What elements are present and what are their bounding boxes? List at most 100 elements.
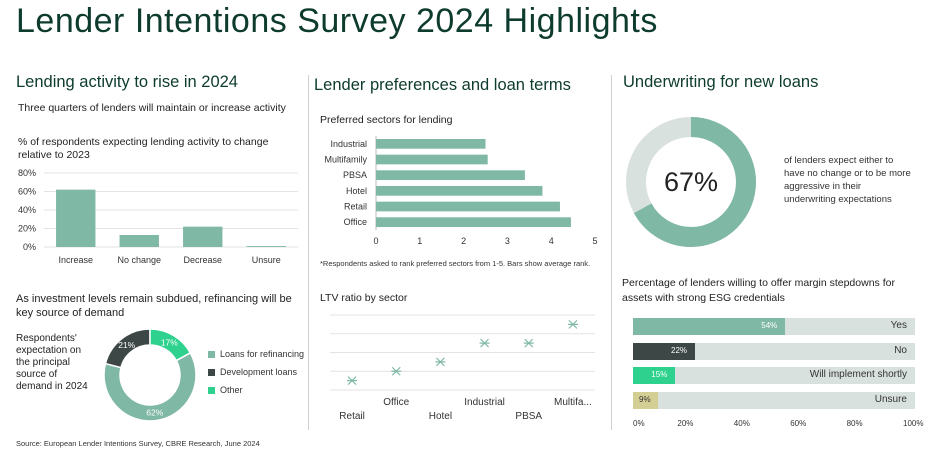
sector-category-label: Multifamily [324, 155, 367, 165]
demand-legend: Loans for refinancing Development loans … [208, 345, 304, 399]
sector-category-label: Retail [344, 202, 367, 212]
esg-bar-value: 22% [671, 345, 688, 355]
ltv-category-label: Office [383, 397, 409, 408]
legend-label-other: Other [220, 385, 243, 395]
legend-swatch-refinancing [208, 350, 215, 358]
sector-bar [376, 185, 543, 196]
sector-chart-title: Preferred sectors for lending [320, 114, 453, 126]
esg-bar-value: 54% [761, 321, 778, 330]
sector-xtick: 1 [417, 236, 422, 246]
section2-heading: Lender preferences and loan terms [314, 76, 571, 94]
underwriting-donut-arc [626, 117, 756, 247]
sector-category-label: Office [344, 217, 367, 227]
esg-xtick: 60% [790, 419, 807, 428]
esg-xtick: 20% [677, 419, 694, 428]
demand-slice [149, 328, 192, 362]
ltv-point [347, 376, 358, 386]
demand-donut-chart: 62% 21% 17% [103, 328, 197, 422]
activity-bar [183, 226, 223, 247]
esg-xtick: 100% [903, 419, 924, 428]
sector-footnote: *Respondents asked to rank preferred sec… [320, 259, 591, 268]
sector-xtick: 5 [592, 236, 597, 246]
divider-right [611, 75, 612, 430]
activity-ytick: 20% [18, 224, 36, 234]
ltv-point [567, 319, 578, 329]
activity-ytick: 60% [18, 187, 36, 197]
legend-swatch-development [208, 368, 215, 376]
section1-heading: Lending activity to rise in 2024 [16, 73, 238, 91]
legend-label-development: Development loans [220, 367, 298, 377]
esg-bar-row: 15% Will implement shortly [633, 367, 915, 384]
activity-category-label: Decrease [183, 255, 222, 265]
esg-bar-value: 9% [639, 394, 651, 404]
esg-xtick: 80% [846, 419, 863, 428]
ltv-point [479, 338, 490, 348]
sector-bar-chart: Industrial Multifamily PBSA Hotel Retail Offi… [324, 136, 598, 246]
ltv-category-label: Hotel [429, 411, 452, 422]
ltv-category-label: Multifa... [554, 397, 592, 408]
esg-xtick: 0% [633, 419, 645, 428]
sector-xtick: 2 [461, 236, 466, 246]
esg-xtick: 40% [733, 419, 750, 428]
activity-bar-chart: 0% 20% 40% 60% 80% Increase No change Decrease… [18, 168, 298, 265]
activity-bar [56, 189, 96, 247]
underwriting-pct: 67% [664, 167, 718, 197]
sector-bar [376, 138, 486, 149]
sector-category-label: Industrial [330, 139, 367, 149]
sector-bar [376, 201, 560, 212]
legend-item-development: Development loans [208, 363, 304, 381]
ltv-point [523, 338, 534, 348]
activity-category-label: Increase [58, 255, 93, 265]
section3-heading: Underwriting for new loans [623, 73, 819, 91]
activity-bar [246, 246, 286, 247]
activity-ytick: 80% [18, 168, 36, 178]
sector-xtick: 3 [505, 236, 510, 246]
underwriting-donut: 67% [626, 117, 756, 247]
sector-category-label: Hotel [346, 186, 367, 196]
activity-chart-label: % of respondents expecting lending activ… [18, 136, 269, 161]
ltv-category-label: PBSA [515, 411, 542, 422]
esg-bar-fill [633, 367, 676, 384]
sector-bar [376, 170, 525, 181]
demand-slice-label: 62% [146, 408, 163, 418]
donut-label: Respondents' expectation on the principa… [16, 333, 88, 392]
legend-item-other: Other [208, 381, 304, 399]
ltv-scatter-chart: Retail Office Hotel Industrial PBSA Multifa..… [330, 314, 595, 422]
sector-bar [376, 217, 571, 228]
section1-demand-heading: As investment levels remain subdued, ref… [16, 293, 292, 319]
esg-bar-label: Will implement shortly [809, 369, 907, 380]
ltv-category-label: Retail [339, 411, 365, 422]
esg-bar-row: 9% Unsure [633, 391, 915, 409]
esg-bar-label: No [894, 344, 907, 356]
demand-slice-label: 17% [161, 337, 178, 347]
ltv-point [435, 357, 446, 367]
activity-bar [119, 234, 159, 247]
esg-bar-label: Yes [890, 320, 907, 331]
ltv-category-label: Industrial [464, 397, 505, 408]
sector-category-label: PBSA [343, 170, 367, 180]
esg-bar-fill [633, 391, 659, 409]
sector-xtick: 4 [549, 236, 554, 246]
divider-left [308, 75, 309, 430]
esg-bar-row: 54% Yes [633, 318, 915, 335]
esg-bar-fill [633, 342, 696, 360]
legend-item-refinancing: Loans for refinancing [208, 345, 304, 363]
legend-swatch-other [208, 386, 215, 394]
section1-subheading: Three quarters of lenders will maintain … [18, 102, 286, 114]
esg-bar-value: 15% [651, 370, 668, 379]
activity-ytick: 40% [18, 205, 36, 215]
margin-chart-title: Percentage of lenders willing to offer m… [622, 277, 895, 304]
underwriting-text: of lenders expect either to have no chan… [784, 155, 911, 205]
legend-label-refinancing: Loans for refinancing [220, 349, 305, 359]
demand-slice-label: 21% [118, 340, 135, 350]
sector-xtick: 0 [373, 236, 378, 246]
esg-bar-label: Unsure [874, 393, 907, 405]
activity-ytick: 0% [23, 242, 36, 252]
page-title: Lender Intentions Survey 2024 Highlights [16, 2, 658, 40]
activity-category-label: No change [117, 255, 161, 265]
source-note: Source: European Lender Intentions Surve… [16, 439, 260, 448]
esg-bar-row: 22% No [633, 342, 915, 360]
sector-bar [376, 154, 488, 165]
esg-bar-fill [633, 318, 786, 335]
ltv-point [391, 366, 402, 376]
